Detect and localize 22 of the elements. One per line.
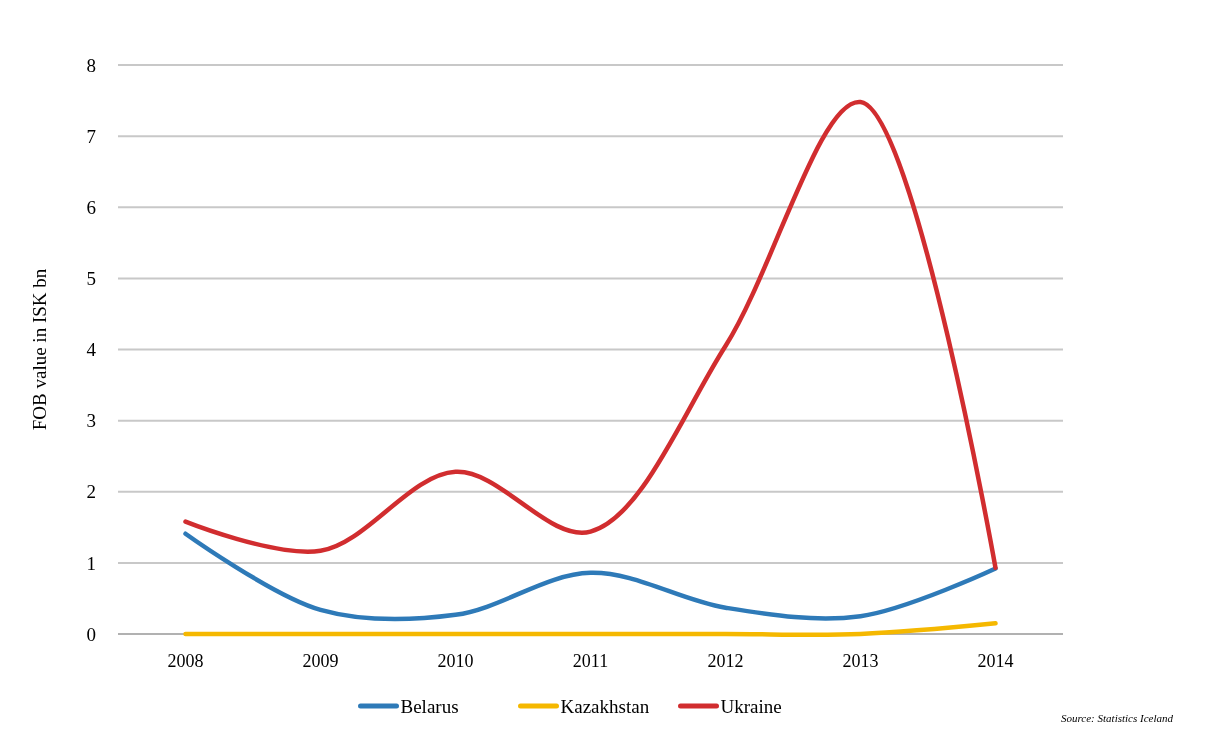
legend-label: Belarus	[400, 695, 459, 717]
y-tick-label: 5	[86, 268, 96, 290]
source-note: Source: Statistics Iceland	[1060, 712, 1174, 724]
y-tick-label: 3	[86, 410, 96, 432]
y-tick-label: 1	[86, 552, 96, 574]
y-tick-label: 2	[86, 481, 96, 503]
y-tick-label: 4	[86, 339, 97, 361]
x-tick-label: 2012	[707, 651, 744, 671]
x-tick-label: 2013	[842, 651, 879, 671]
legend-label: Ukraine	[720, 695, 782, 717]
x-tick-label: 2011	[572, 651, 609, 671]
y-tick-label: 6	[86, 196, 96, 218]
x-tick-label: 2010	[437, 651, 474, 671]
y-tick-label: 7	[86, 125, 96, 147]
x-tick-label: 2009	[302, 651, 339, 671]
legend-label: Kazakhstan	[560, 695, 650, 717]
y-tick-label: 8	[86, 54, 96, 76]
x-tick-label: 2008	[167, 651, 204, 671]
line-series	[183, 99, 998, 571]
y-axis-title: FOB value in ISK bn	[29, 268, 50, 431]
x-tick-label: 2014	[977, 651, 1014, 671]
y-tick-label: 0	[86, 623, 96, 645]
